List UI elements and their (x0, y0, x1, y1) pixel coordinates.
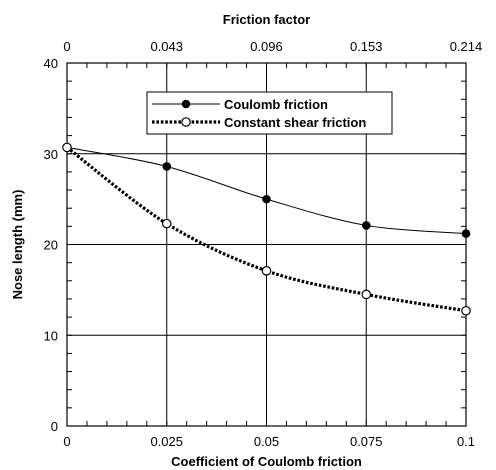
legend-marker-coulomb (181, 99, 191, 109)
top-tick-label: 0 (63, 39, 70, 54)
plot-area-frame (66, 62, 467, 427)
x-tick-label: 0.05 (254, 434, 279, 449)
constant-shear-point (361, 289, 372, 300)
top-axis-title: Friction factor (223, 12, 310, 27)
x-axis-title: Coefficient of Coulomb friction (171, 454, 362, 469)
y-tick-label: 10 (44, 328, 58, 343)
top-tick-label: 0.043 (150, 39, 183, 54)
legend-marker-constant-shear (181, 117, 191, 127)
legend: Coulomb friction Constant shear friction (146, 91, 393, 135)
y-axis-tick-labels: 0 10 20 30 40 (44, 56, 58, 434)
top-tick-label: 0.153 (350, 39, 383, 54)
legend-label-coulomb: Coulomb friction (224, 97, 328, 112)
y-tick-label: 20 (44, 238, 58, 253)
constant-shear-point (261, 266, 272, 276)
x-tick-label: 0.1 (457, 434, 475, 449)
series-line-constant-shear (66, 146, 467, 313)
y-tick-label: 0 (51, 419, 58, 434)
coulomb-point (361, 221, 371, 230)
x-tick-label: 0.075 (350, 434, 383, 449)
constant-shear-point (461, 305, 471, 316)
x-axis-tick-labels: 0 0.025 0.05 0.075 0.1 (63, 434, 475, 449)
coulomb-point (461, 229, 471, 238)
y-tick-label: 30 (44, 147, 58, 162)
legend-label-constant-shear: Constant shear friction (224, 115, 366, 130)
legend-box (146, 91, 393, 135)
top-tick-label: 0.214 (450, 39, 483, 54)
coulomb-point (162, 162, 172, 171)
x-tick-label: 0.025 (150, 434, 183, 449)
constant-shear-point (62, 142, 72, 153)
x-tick-label: 0 (63, 434, 70, 449)
series-group (62, 142, 471, 316)
y-tick-label: 40 (44, 56, 58, 71)
top-tick-label: 0.096 (250, 39, 283, 54)
y-axis-title: Nose length (mm) (10, 190, 25, 300)
coulomb-point (262, 194, 271, 204)
constant-shear-point (161, 218, 172, 229)
top-axis-tick-labels: 0 0.043 0.096 0.153 0.214 (63, 39, 482, 54)
